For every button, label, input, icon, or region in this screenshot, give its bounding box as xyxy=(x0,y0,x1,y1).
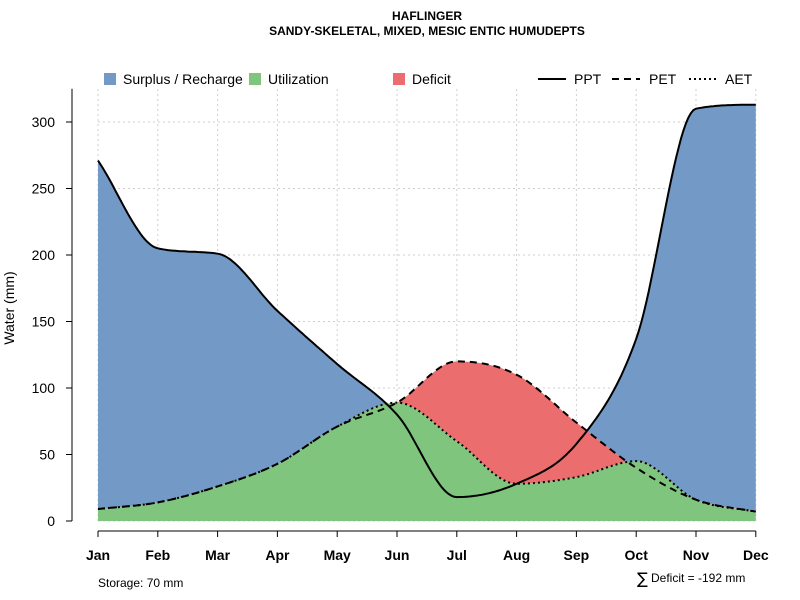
x-tick-label-jul: Jul xyxy=(447,547,467,563)
area-utilization xyxy=(98,402,756,521)
x-tick-label-feb: Feb xyxy=(145,547,170,563)
legend-swatch-utilization xyxy=(249,73,261,85)
legend-label-utilization: Utilization xyxy=(268,71,329,87)
x-tick-label-apr: Apr xyxy=(265,547,290,563)
sum-symbol: ∑ xyxy=(637,569,648,588)
x-tick-label-may: May xyxy=(324,547,351,563)
legend-label-surplus: Surplus / Recharge xyxy=(123,71,243,87)
x-tick-label-mar: Mar xyxy=(205,547,230,563)
legend-label-deficit: Deficit xyxy=(412,71,451,87)
chart-title: HAFLINGER xyxy=(392,9,462,23)
y-axis-title: Water (mm) xyxy=(1,271,17,344)
legend-swatch-surplus xyxy=(104,73,116,85)
series-line-ppt xyxy=(97,103,756,499)
x-tick-label-oct: Oct xyxy=(625,547,649,563)
y-tick-label: 100 xyxy=(32,380,56,396)
y-tick-label: 250 xyxy=(32,181,56,197)
area-fills xyxy=(98,104,756,521)
x-tick-label-jun: Jun xyxy=(385,547,410,563)
y-tick-label: 300 xyxy=(32,114,56,130)
y-tick-label: 50 xyxy=(39,447,55,463)
legend-label-ppt: PPT xyxy=(574,71,602,87)
deficit-annotation: Deficit = -192 mm xyxy=(651,571,745,585)
series-lines xyxy=(97,103,756,513)
y-tick-label: 200 xyxy=(32,247,56,263)
legend-swatch-deficit xyxy=(393,73,405,85)
legend: Surplus / Recharge Utilization Deficit P… xyxy=(104,71,753,87)
x-tick-label-jan: Jan xyxy=(86,547,110,563)
legend-label-pet: PET xyxy=(649,71,677,87)
series-line-pet xyxy=(97,360,756,513)
legend-label-aet: AET xyxy=(725,71,753,87)
x-tick-label-aug: Aug xyxy=(503,547,530,563)
x-tick-label-nov: Nov xyxy=(683,547,710,563)
y-tick-label: 150 xyxy=(32,314,56,330)
x-tick-label-sep: Sep xyxy=(564,547,590,563)
axes: 0 50 100 150 200 250 300 Jan Feb Mar Apr May Jun Jul A… xyxy=(32,88,769,563)
y-tick-label: 0 xyxy=(47,513,55,529)
storage-annotation: Storage: 70 mm xyxy=(98,576,183,590)
chart-subtitle: SANDY-SKELETAL, MIXED, MESIC ENTIC HUMUD… xyxy=(269,24,585,38)
area-surplus xyxy=(98,104,756,512)
x-tick-label-dec: Dec xyxy=(743,547,769,563)
grid xyxy=(97,88,757,522)
